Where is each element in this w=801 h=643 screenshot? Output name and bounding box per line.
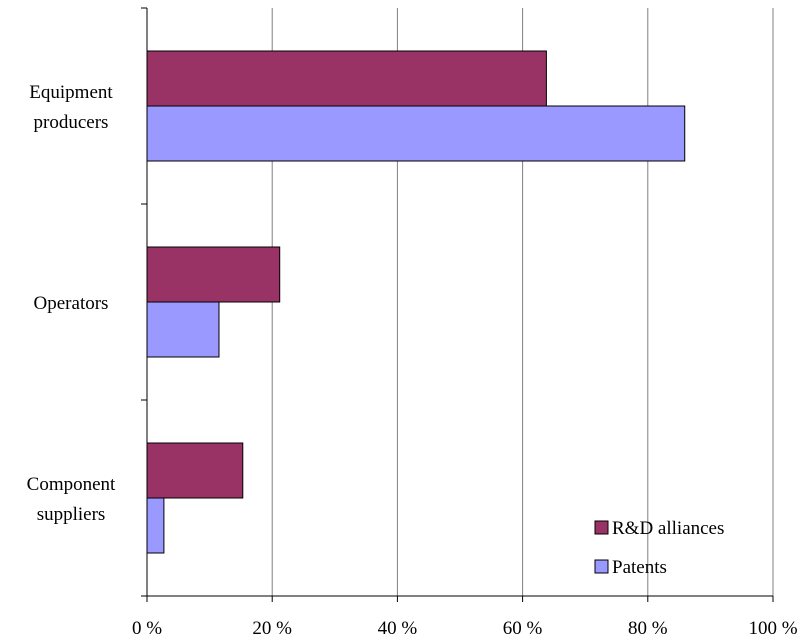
x-tick-label: 40 % — [378, 618, 418, 639]
legend-swatch — [594, 520, 609, 535]
bar — [146, 50, 547, 107]
x-tick-label: 60 % — [503, 618, 543, 639]
legend-label: R&D alliances — [612, 518, 724, 539]
category-label: Equipment producers — [29, 82, 113, 133]
axes — [141, 7, 774, 602]
x-tick-label: 80 % — [628, 618, 668, 639]
bar — [146, 105, 686, 162]
bar — [146, 497, 165, 554]
category-label: Component suppliers — [27, 474, 116, 525]
x-tick-label: 100 % — [748, 618, 797, 639]
bar — [146, 442, 244, 499]
category-label-line: producers — [34, 112, 109, 133]
legend-label: Patents — [612, 557, 667, 578]
x-tick-labels: 0 % 20 % 40 % 60 % 80 % 100 % — [132, 618, 798, 639]
bar — [146, 301, 220, 358]
bar — [146, 246, 281, 303]
category-label-line: Equipment — [29, 82, 113, 103]
x-tick-label: 20 % — [252, 618, 292, 639]
legend: R&D alliances Patents — [594, 518, 724, 578]
category-label: Operators — [34, 293, 109, 314]
bars — [146, 50, 686, 554]
category-labels: Equipment producers Operators Component supp… — [27, 82, 116, 525]
legend-swatch — [594, 559, 609, 574]
category-label-line: Operators — [34, 293, 109, 314]
category-label-line: suppliers — [37, 504, 106, 525]
category-label-line: Component — [27, 474, 116, 495]
x-tick-label: 0 % — [132, 618, 162, 639]
